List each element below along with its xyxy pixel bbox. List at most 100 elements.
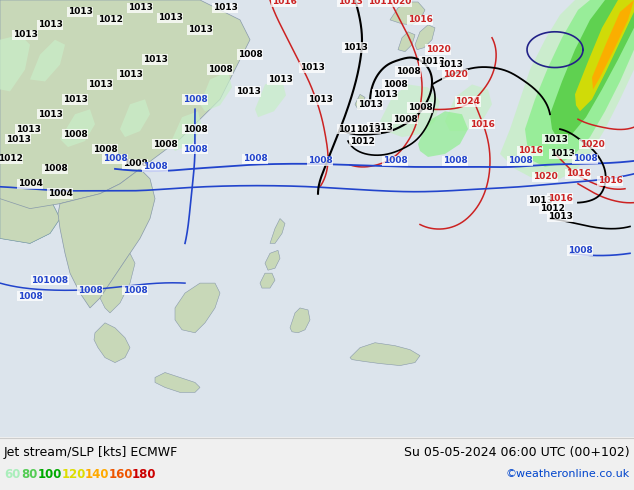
Text: 1008: 1008 [122,159,147,169]
Text: 1013: 1013 [543,135,567,144]
Text: 1016: 1016 [470,120,495,129]
Text: 1008: 1008 [183,95,207,104]
Polygon shape [355,95,365,109]
Polygon shape [592,0,634,89]
Text: 1013: 1013 [548,212,573,221]
Polygon shape [94,323,130,363]
Text: 1004: 1004 [18,179,42,188]
Polygon shape [550,0,634,139]
Text: 1013: 1013 [212,3,238,12]
Polygon shape [60,109,95,147]
Polygon shape [398,32,415,51]
Text: 1011020: 1011020 [368,0,411,6]
Text: 1013: 1013 [188,25,212,34]
Text: 60: 60 [4,467,20,481]
Text: 1008: 1008 [42,164,67,173]
Text: 1016: 1016 [517,147,543,155]
Polygon shape [100,253,135,313]
Text: 1013: 1013 [16,124,41,134]
Text: 1013: 1013 [307,95,332,104]
Text: 1016: 1016 [598,176,623,185]
Text: 160: 160 [108,467,133,481]
Text: 1013: 1013 [68,7,93,17]
Text: 1013: 1013 [550,149,574,158]
Polygon shape [270,219,285,244]
Polygon shape [350,343,420,366]
Text: 1024: 1024 [455,97,481,106]
Text: 1008: 1008 [508,156,533,166]
Text: 1008: 1008 [183,145,207,153]
Text: 1004: 1004 [48,189,72,198]
Text: 1013: 1013 [337,0,363,6]
Polygon shape [415,25,435,49]
Text: 1013: 1013 [127,3,152,12]
Text: 1013: 1013 [63,95,87,104]
Polygon shape [255,79,286,117]
Text: 1013: 1013 [6,135,30,144]
Text: 1016: 1016 [271,0,297,6]
Text: 1013: 1013 [236,87,261,96]
Polygon shape [525,0,634,167]
Polygon shape [0,0,120,244]
Text: 1008: 1008 [143,162,167,171]
Text: 1008: 1008 [18,292,42,300]
Text: 1008: 1008 [122,286,147,294]
Polygon shape [418,111,468,157]
Polygon shape [0,35,30,92]
Text: 1020: 1020 [425,45,450,54]
Text: 1008: 1008 [207,65,233,74]
Text: 1013: 1013 [337,124,363,134]
Polygon shape [0,0,250,209]
Text: Jet stream/SLP [kts] ECMWF: Jet stream/SLP [kts] ECMWF [4,445,178,459]
Text: 1020: 1020 [533,172,557,181]
Text: 1008: 1008 [383,80,408,89]
Polygon shape [390,2,425,25]
Text: 1008: 1008 [238,50,262,59]
Text: 1012: 1012 [0,154,22,164]
Text: 180: 180 [132,467,157,481]
Text: 1008: 1008 [573,154,597,164]
Text: 1013: 1013 [143,55,167,64]
Text: 1012: 1012 [98,15,122,24]
Text: 1008: 1008 [77,286,102,294]
Polygon shape [58,169,155,308]
Polygon shape [170,111,202,151]
Text: 1012: 1012 [349,137,375,146]
Text: 1013: 1013 [268,75,292,84]
Text: 1013: 1013 [37,20,62,29]
Polygon shape [380,84,440,137]
Polygon shape [155,372,200,392]
Text: 1008: 1008 [103,154,127,164]
Polygon shape [120,99,150,137]
Text: 1013: 1013 [356,124,380,134]
Text: 1013: 1013 [117,70,143,79]
Text: ©weatheronline.co.uk: ©weatheronline.co.uk [506,469,630,479]
Polygon shape [445,84,492,131]
Text: 120: 120 [61,467,86,481]
Polygon shape [175,283,220,333]
Polygon shape [265,250,280,270]
Text: 1008: 1008 [93,145,117,153]
Text: 101008: 101008 [32,276,68,285]
Text: 100: 100 [38,467,62,481]
Text: 1013: 1013 [373,90,398,99]
Text: 1020: 1020 [443,70,467,79]
Text: 1013: 1013 [299,63,325,72]
Polygon shape [290,308,310,333]
Text: 1013: 1013 [420,57,444,66]
Text: 1020: 1020 [579,140,604,148]
Text: 1016: 1016 [566,170,590,178]
Text: 1016: 1016 [408,15,432,24]
Text: 1008: 1008 [153,140,178,148]
Text: 1008: 1008 [183,124,207,134]
Text: 1008: 1008 [63,129,87,139]
Text: 1013: 1013 [158,13,183,23]
Text: 1008: 1008 [396,67,420,76]
Text: 1013: 1013 [527,196,552,205]
Text: 1013: 1013 [368,122,392,132]
Polygon shape [200,72,232,111]
Polygon shape [0,0,120,244]
Polygon shape [500,0,634,181]
Polygon shape [260,273,275,288]
Text: Su 05-05-2024 06:00 UTC (00+102): Su 05-05-2024 06:00 UTC (00+102) [404,445,630,459]
